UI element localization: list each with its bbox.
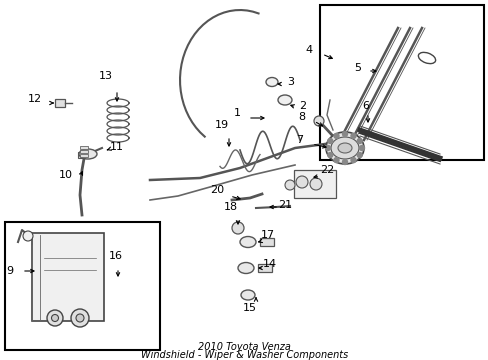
Text: 22: 22 — [319, 165, 333, 175]
Circle shape — [357, 153, 362, 158]
Bar — [319, 5, 483, 160]
Circle shape — [71, 309, 89, 327]
Circle shape — [51, 315, 59, 321]
Ellipse shape — [79, 149, 97, 159]
Text: 20: 20 — [209, 185, 224, 195]
Text: 5: 5 — [354, 63, 361, 73]
Ellipse shape — [240, 237, 256, 248]
Bar — [293, 170, 335, 198]
Text: 6: 6 — [362, 101, 369, 111]
Circle shape — [309, 178, 321, 190]
Circle shape — [342, 131, 347, 136]
Ellipse shape — [265, 77, 278, 86]
Text: 1: 1 — [233, 108, 240, 118]
Text: 4: 4 — [305, 45, 312, 55]
Text: 2: 2 — [299, 101, 306, 111]
Bar — [5, 222, 160, 350]
Ellipse shape — [337, 143, 351, 153]
Circle shape — [333, 133, 338, 138]
Circle shape — [350, 158, 355, 163]
Bar — [258, 264, 271, 272]
Text: 14: 14 — [263, 259, 277, 269]
Text: 10: 10 — [59, 170, 73, 180]
Bar — [80, 150, 88, 153]
Text: 11: 11 — [110, 142, 124, 152]
Bar — [80, 154, 88, 157]
Text: 2010 Toyota Venza: 2010 Toyota Venza — [198, 342, 290, 352]
Text: 7: 7 — [296, 135, 303, 145]
Text: 12: 12 — [28, 94, 42, 104]
Circle shape — [325, 145, 330, 150]
Text: 17: 17 — [261, 230, 274, 240]
Text: 19: 19 — [215, 120, 228, 130]
Circle shape — [350, 133, 355, 138]
Circle shape — [327, 153, 332, 158]
Circle shape — [333, 158, 338, 163]
Circle shape — [47, 310, 63, 326]
Ellipse shape — [330, 137, 358, 159]
Text: 3: 3 — [287, 77, 294, 87]
Text: 16: 16 — [109, 251, 123, 261]
Text: 9: 9 — [6, 266, 14, 276]
Ellipse shape — [238, 262, 253, 274]
Bar — [80, 146, 88, 149]
Circle shape — [231, 222, 244, 234]
Circle shape — [285, 180, 294, 190]
Circle shape — [327, 139, 332, 144]
Circle shape — [313, 116, 324, 126]
Ellipse shape — [325, 132, 363, 164]
Bar — [32, 233, 104, 321]
Text: 8: 8 — [298, 112, 305, 122]
Circle shape — [342, 159, 347, 165]
Ellipse shape — [418, 53, 435, 64]
Bar — [78, 152, 86, 158]
Bar — [260, 238, 273, 246]
Ellipse shape — [278, 95, 291, 105]
Text: Windshield - Wiper & Washer Components: Windshield - Wiper & Washer Components — [141, 350, 347, 360]
Circle shape — [76, 314, 84, 322]
Text: 21: 21 — [277, 200, 291, 210]
Text: 18: 18 — [224, 202, 238, 212]
Bar — [55, 99, 65, 107]
Text: 15: 15 — [243, 303, 257, 313]
Circle shape — [295, 176, 307, 188]
Circle shape — [357, 139, 362, 144]
Circle shape — [23, 231, 33, 241]
Text: 13: 13 — [99, 71, 113, 81]
Ellipse shape — [241, 290, 254, 300]
Circle shape — [359, 145, 364, 150]
